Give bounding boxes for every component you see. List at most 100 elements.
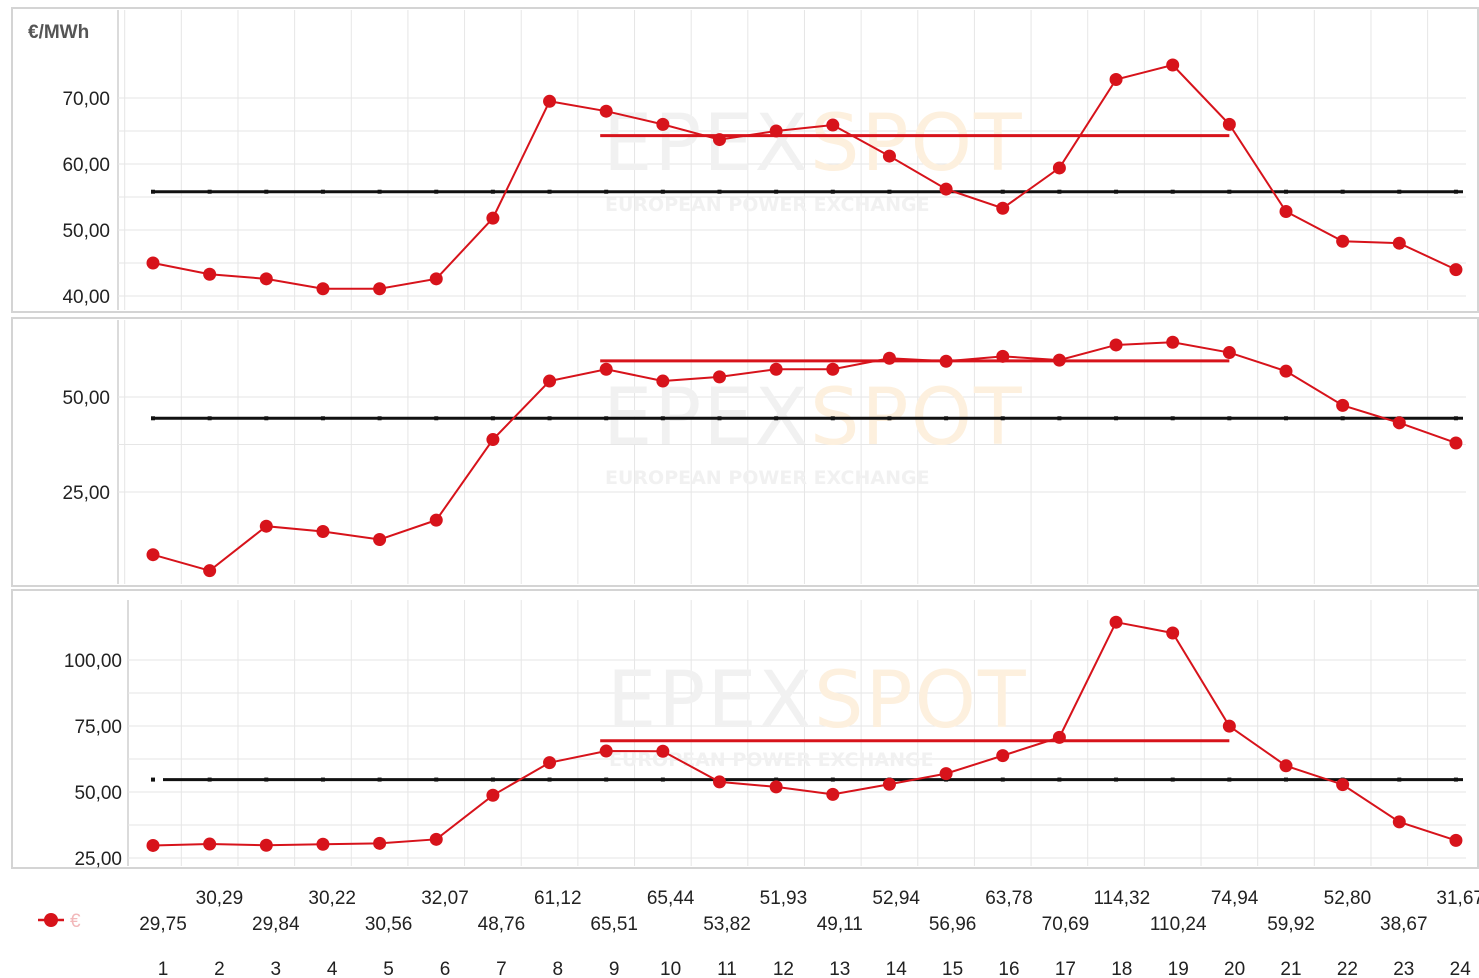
reference-marker [207,416,212,421]
data-point [543,374,557,388]
reference-marker [1397,189,1402,194]
table-value-label: 31,67 [1436,888,1479,909]
data-point [1166,335,1180,349]
data-point [656,744,670,758]
reference-marker [434,777,439,782]
reference-marker [887,189,892,194]
reference-marker [151,416,155,421]
data-point [713,775,726,789]
data-point [1109,615,1123,629]
table-value-label: 114,32 [1093,888,1150,909]
table-value-label: 110,24 [1150,914,1207,935]
reference-marker [434,416,439,421]
data-point [1392,236,1406,250]
hour-label: 24 [1450,959,1472,978]
reference-marker [774,416,779,421]
reference-marker [547,189,552,194]
y-tick-label: 75,00 [74,717,122,738]
data-point [203,564,217,578]
data-point [1279,759,1293,773]
hour-label: 3 [271,959,282,978]
reference-marker [434,189,439,194]
legend-label: € [70,911,81,932]
hour-label: 17 [1055,959,1076,978]
data-point [1109,73,1123,87]
table-value-label: 29,75 [139,914,187,935]
data-point [1392,815,1406,829]
data-point [996,201,1010,215]
table-value-label: 30,56 [365,914,413,935]
table-value-label: 52,80 [1324,888,1372,909]
table-value-label: 48,76 [478,914,526,935]
data-point [543,756,557,770]
data-point [1449,263,1463,277]
data-point [259,838,273,852]
data-point [826,787,840,801]
reference-marker [774,777,779,782]
watermark-tagline: EUROPEAN POWER EXCHANGE [605,467,930,489]
hour-label: 21 [1280,959,1301,978]
reference-marker [1227,777,1232,782]
data-point [429,272,443,286]
reference-marker [490,189,495,194]
hour-label: 7 [496,959,507,978]
hour-label: 14 [886,959,908,978]
data-point [996,349,1010,363]
data-point [373,836,387,850]
hour-label: 19 [1168,959,1189,978]
data-point [1336,398,1350,412]
hour-label: 16 [998,959,1019,978]
reference-marker [1340,189,1345,194]
reference-marker [377,416,382,421]
data-point [1052,730,1066,744]
reference-marker [1284,777,1288,782]
data-point [543,94,557,108]
reference-marker [1114,777,1119,782]
reference-marker [490,777,495,782]
data-point [1449,833,1463,847]
data-point [599,362,613,376]
table-value-label: 53,82 [703,914,751,935]
y-tick-label: 50,00 [62,221,110,242]
legend[interactable]: € [38,911,81,932]
reference-marker [264,189,269,194]
table-value-label: 74,94 [1211,888,1259,909]
data-point [713,133,726,147]
y-unit-label: €/MWh [28,22,89,43]
reference-marker [1000,416,1005,421]
watermark-tagline: EUROPEAN POWER EXCHANGE [605,194,930,216]
reference-marker [830,416,835,421]
reference-marker [207,189,212,194]
table-value-label: 52,94 [872,888,920,909]
data-point [939,182,953,196]
data-point [429,832,443,846]
table-value-label: 30,29 [196,888,244,909]
reference-marker [660,189,665,194]
table-value-label: 32,07 [421,888,469,909]
reference-marker [1170,416,1175,421]
data-point [939,767,953,781]
table-value-label: 51,93 [760,888,808,909]
watermark-logo: EPEXSPOT [603,99,1024,189]
data-point [769,362,783,376]
table-value-label: 56,96 [929,914,977,935]
reference-marker [604,189,609,194]
data-point [373,282,387,296]
y-tick-label: 70,00 [62,89,110,110]
data-point [146,256,160,270]
data-point [1336,778,1350,792]
y-tick-label: 40,00 [62,287,110,308]
reference-marker [944,416,949,421]
y-tick-label: 50,00 [62,388,110,409]
reference-marker [377,189,382,194]
reference-marker [1057,189,1062,194]
table-value-label: 61,12 [534,888,582,909]
data-point [882,351,896,365]
chart-panel-1: 70,00 60,00 50,00 40,00 €/MWh EPEXSPOT EUROPEA… [11,7,1479,313]
data-point [656,117,670,131]
reference-marker [1284,189,1288,194]
reference-marker [207,777,212,782]
reference-marker [490,416,495,421]
